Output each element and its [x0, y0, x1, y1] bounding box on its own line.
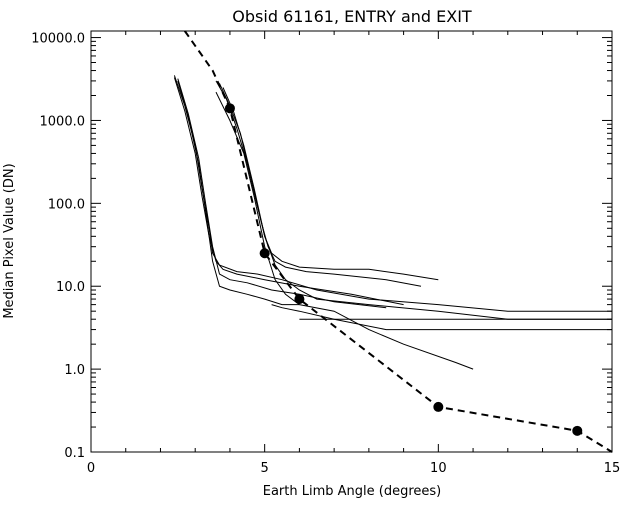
series-line	[177, 78, 387, 309]
x-tick-label: 5	[261, 461, 269, 476]
data-point-marker	[294, 294, 305, 305]
y-tick-label: 0.1	[64, 446, 85, 461]
y-tick-label: 1000.0	[40, 114, 86, 129]
series-line-dashed	[183, 30, 613, 453]
y-tick-label: 10.0	[56, 280, 85, 295]
chart-title: Obsid 61161, ENTRY and EXIT	[232, 7, 472, 26]
series-line	[173, 77, 404, 306]
plot-frame	[90, 30, 613, 453]
y-tick-label: 100.0	[48, 197, 85, 212]
data-point-marker	[259, 248, 270, 259]
x-axis: 0 5 10 15	[87, 31, 620, 476]
series-line	[219, 83, 422, 287]
y-tick-label: 10000.0	[31, 32, 85, 47]
x-tick-label: 15	[604, 461, 621, 476]
series-line	[215, 80, 439, 281]
data-point-marker	[433, 401, 444, 412]
y-axis: 10000.0 1000.0 100.0 10.0 1.0 0.1	[31, 32, 612, 461]
x-tick-label: 0	[87, 461, 95, 476]
x-tick-label: 10	[430, 461, 447, 476]
series-line	[173, 75, 612, 312]
series-line	[222, 87, 612, 320]
y-axis-label: Median Pixel Value (DN)	[2, 163, 17, 318]
series-line	[177, 80, 300, 306]
series-line	[215, 91, 474, 370]
x-axis-label: Earth Limb Angle (degrees)	[263, 484, 442, 499]
y-tick-label: 1.0	[64, 363, 85, 378]
series-line	[271, 304, 612, 331]
data-point-marker	[572, 425, 583, 436]
marker-layer	[224, 103, 583, 436]
series-layer	[173, 30, 613, 453]
data-point-marker	[224, 103, 235, 114]
